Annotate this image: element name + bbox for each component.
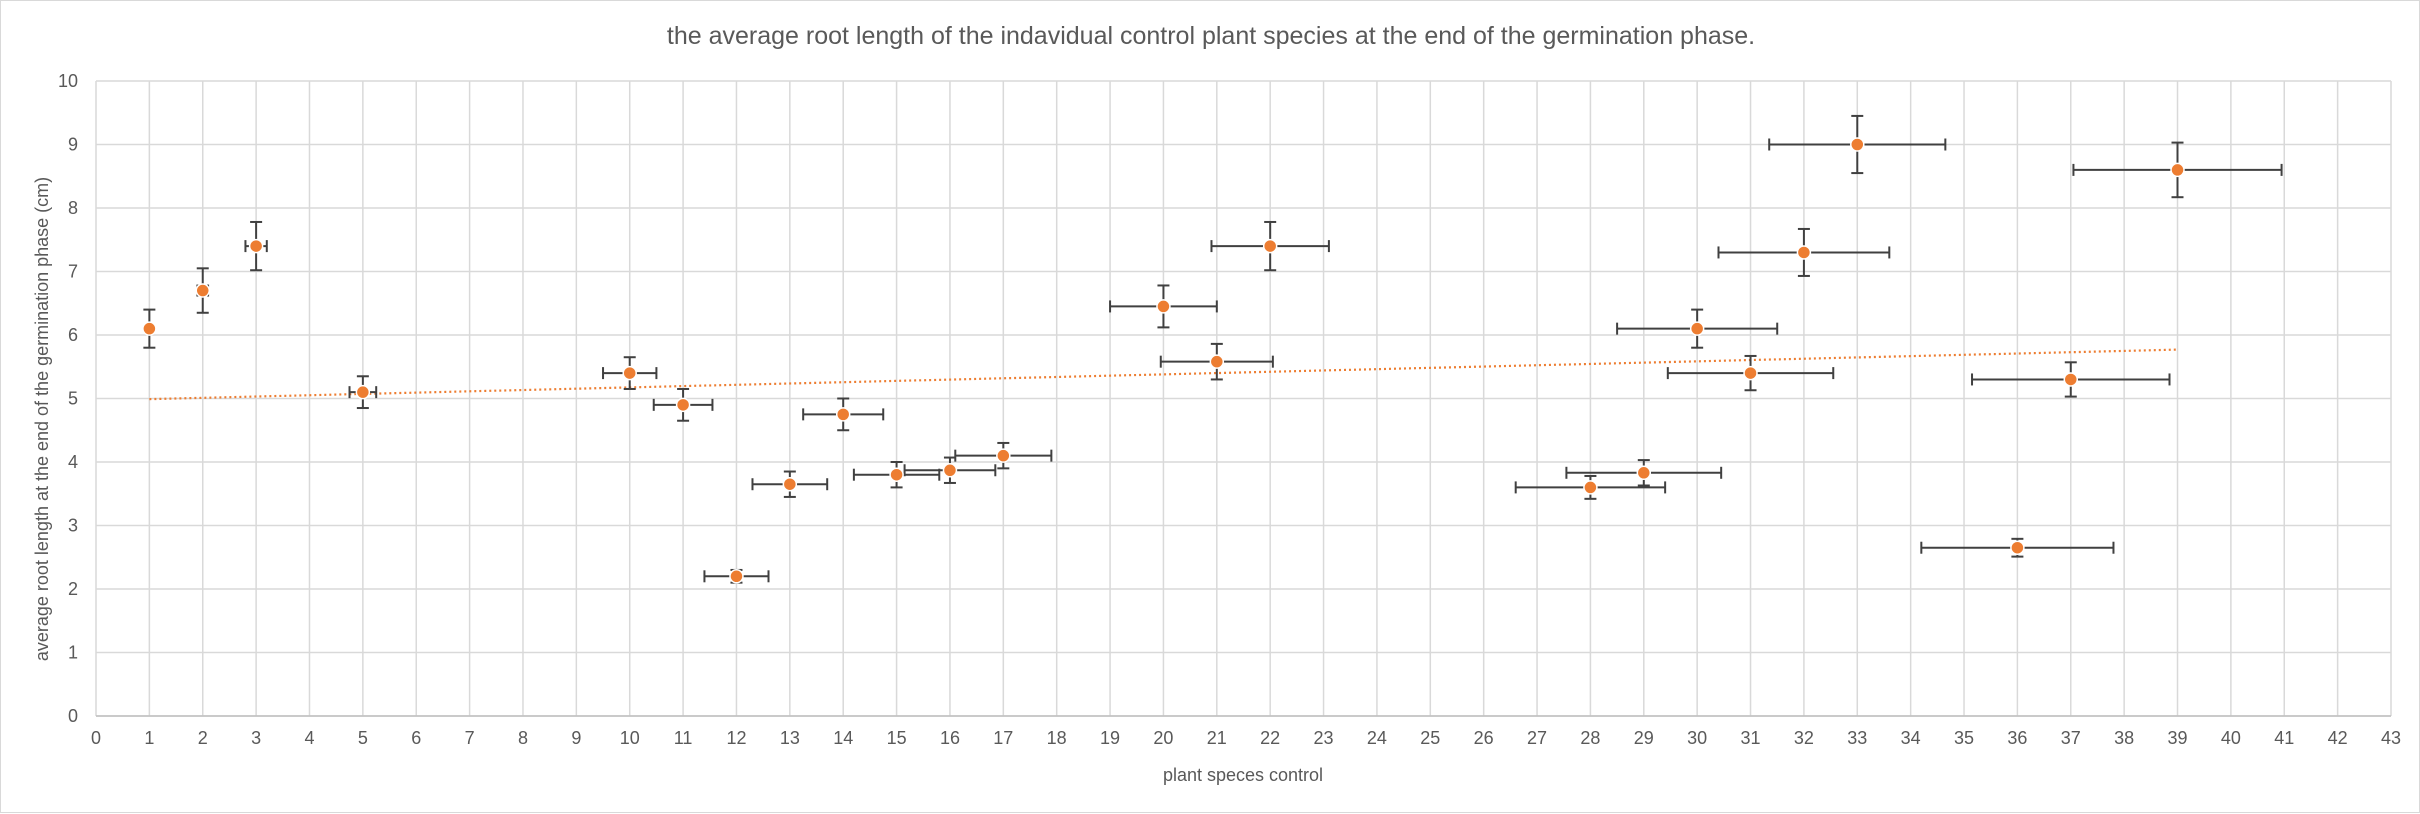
data-point xyxy=(622,365,637,381)
y-tick-label: 8 xyxy=(68,198,78,218)
x-tick-label: 38 xyxy=(2114,728,2134,748)
data-point xyxy=(1850,137,1865,152)
data-points xyxy=(142,137,2185,584)
x-tick-label: 43 xyxy=(2381,728,2401,748)
x-tick-label: 22 xyxy=(1260,728,1280,748)
x-tick-label: 27 xyxy=(1527,728,1547,748)
data-point xyxy=(1583,480,1598,495)
x-tick-label: 40 xyxy=(2221,728,2241,748)
x-tick-label: 30 xyxy=(1687,728,1707,748)
x-tick-label: 2 xyxy=(198,728,208,748)
x-tick-label: 29 xyxy=(1634,728,1654,748)
x-tick-label: 14 xyxy=(833,728,853,748)
data-point xyxy=(2170,162,2185,178)
grid xyxy=(95,80,2392,717)
trendline xyxy=(149,348,2178,401)
x-tick-label: 5 xyxy=(358,728,368,748)
y-tick-label: 4 xyxy=(68,452,78,472)
trendline-group xyxy=(149,348,2178,401)
x-tick-label: 28 xyxy=(1580,728,1600,748)
data-point xyxy=(889,467,904,482)
data-point xyxy=(1796,245,1812,260)
x-tick-label: 19 xyxy=(1100,728,1120,748)
y-tick-label: 1 xyxy=(68,643,78,663)
x-tick-label: 37 xyxy=(2061,728,2081,748)
x-tick-label: 32 xyxy=(1794,728,1814,748)
data-point xyxy=(248,238,264,254)
x-tick-label: 12 xyxy=(726,728,746,748)
x-tick-label: 20 xyxy=(1153,728,1173,748)
data-point xyxy=(1636,465,1652,481)
x-tick-label: 18 xyxy=(1047,728,1067,748)
x-tick-label: 17 xyxy=(993,728,1013,748)
x-tick-label: 41 xyxy=(2274,728,2294,748)
x-tick-label: 4 xyxy=(304,728,314,748)
data-point xyxy=(355,384,371,400)
x-tick-label: 26 xyxy=(1474,728,1494,748)
x-axis-title: plant speces control xyxy=(1163,765,1323,785)
x-tick-label: 24 xyxy=(1367,728,1387,748)
y-tick-label: 2 xyxy=(68,579,78,599)
chart-title: the average root length of the indavidua… xyxy=(667,22,1755,50)
data-point xyxy=(2010,540,2025,555)
data-point xyxy=(835,407,851,422)
x-tick-label: 35 xyxy=(1954,728,1974,748)
error-bars xyxy=(143,114,2283,584)
data-point xyxy=(942,463,958,478)
x-tick-label: 13 xyxy=(780,728,800,748)
data-point xyxy=(1156,299,1171,314)
x-tick-label: 1 xyxy=(144,728,154,748)
data-point xyxy=(195,283,210,298)
x-tick-label: 33 xyxy=(1847,728,1867,748)
axes: 0 1 2 3 4 5 6 7 8 9 10 11 12 13 14 15 16 17 18 19 20 21 22 23 24… xyxy=(58,71,2401,748)
y-tick-label: 0 xyxy=(68,706,78,726)
x-tick-label: 34 xyxy=(1901,728,1921,748)
x-tick-label: 15 xyxy=(887,728,907,748)
x-tick-label: 36 xyxy=(2007,728,2027,748)
x-tick-label: 7 xyxy=(465,728,475,748)
data-point xyxy=(782,476,798,492)
x-tick-label: 3 xyxy=(251,728,261,748)
data-point xyxy=(2063,372,2079,387)
y-tick-label: 5 xyxy=(68,389,78,409)
data-point xyxy=(729,569,744,584)
x-tick-label: 25 xyxy=(1420,728,1440,748)
x-tick-label: 39 xyxy=(2167,728,2187,748)
x-tick-label: 31 xyxy=(1741,728,1761,748)
data-point xyxy=(142,321,157,336)
data-point xyxy=(675,397,691,413)
data-point xyxy=(1262,238,1278,254)
x-tick-label: 10 xyxy=(620,728,640,748)
y-tick-label: 9 xyxy=(68,135,78,155)
x-tick-label: 11 xyxy=(674,728,693,748)
x-tick-label: 9 xyxy=(571,728,581,748)
y-tick-label: 6 xyxy=(68,325,78,345)
x-tick-label: 42 xyxy=(2328,728,2348,748)
y-tick-label: 3 xyxy=(68,516,78,536)
data-point xyxy=(1743,365,1758,381)
x-tick-label: 0 xyxy=(91,728,101,748)
data-point xyxy=(1209,354,1225,369)
x-tick-label: 16 xyxy=(940,728,960,748)
data-point xyxy=(996,448,1011,463)
y-tick-label: 10 xyxy=(58,71,78,91)
data-point xyxy=(1689,321,1705,336)
x-tick-label: 23 xyxy=(1314,728,1334,748)
x-tick-label: 6 xyxy=(411,728,421,748)
y-axis-title: average root length at the end of the ge… xyxy=(32,177,52,661)
y-tick-label: 7 xyxy=(68,262,78,282)
x-tick-label: 21 xyxy=(1207,728,1227,748)
x-tick-label: 8 xyxy=(518,728,528,748)
